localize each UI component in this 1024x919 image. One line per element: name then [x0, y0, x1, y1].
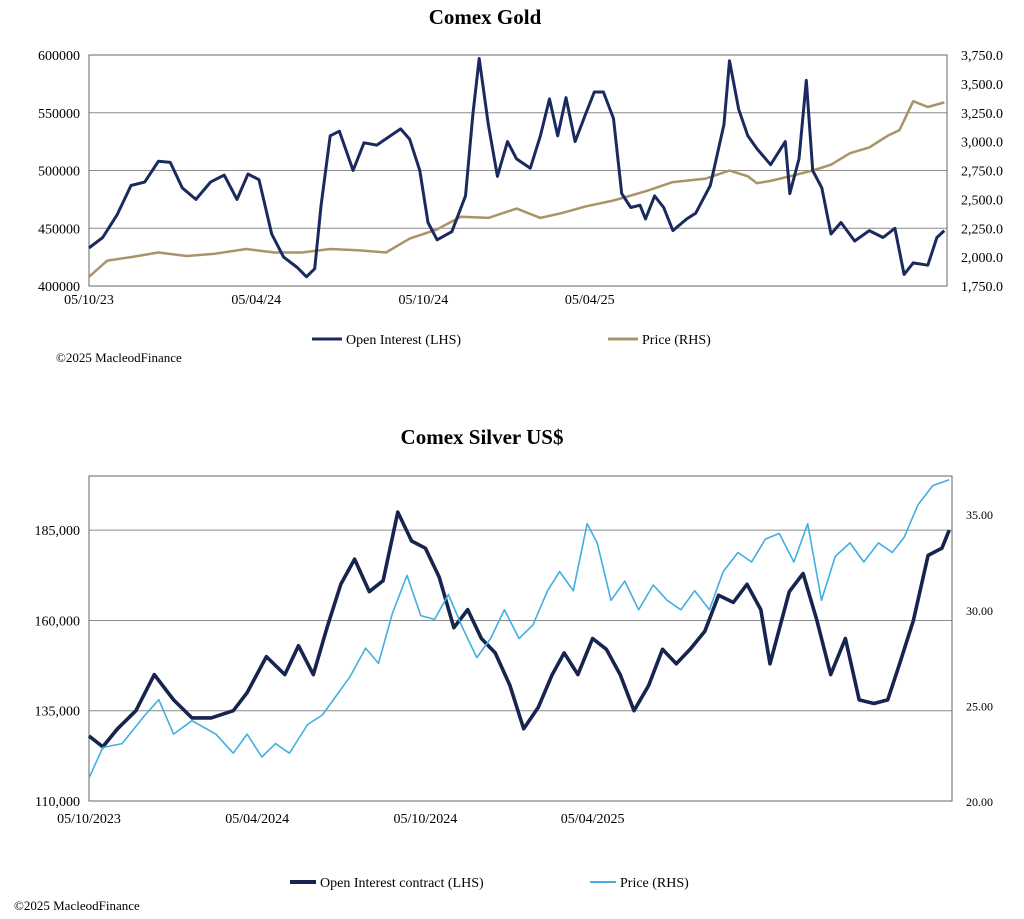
gold-x-tick-label: 05/10/23: [64, 293, 114, 308]
gold-left-tick-label: 450000: [38, 222, 80, 237]
gold-legend-label-open-interest: Open Interest (LHS): [346, 333, 461, 348]
gold-chart-title: Comex Gold: [429, 5, 542, 29]
gold-series-line-open-interest: [88, 57, 946, 279]
silver-left-axis-ticks: 110,000 135,000 160,000 185,000: [35, 524, 81, 810]
gold-right-tick-label: 2,500.0: [961, 193, 1003, 208]
silver-right-tick-label: 30.00: [966, 604, 993, 618]
gold-x-axis-ticks: 05/10/23 05/04/24 05/10/24 05/04/25: [64, 293, 615, 308]
silver-right-tick-label: 20.00: [966, 795, 993, 809]
gold-x-tick-label: 05/04/24: [231, 293, 281, 308]
silver-legend: Open Interest contract (LHS) Price (RHS): [290, 876, 689, 891]
gold-left-tick-label: 600000: [38, 49, 80, 64]
gold-right-tick-label: 2,750.0: [961, 165, 1003, 180]
gold-x-tick-label: 05/10/24: [399, 293, 449, 308]
silver-left-tick-label: 110,000: [35, 795, 80, 810]
gold-series-lines: [88, 57, 946, 279]
silver-x-tick-label: 05/04/2025: [561, 812, 625, 827]
silver-x-axis-ticks: 05/10/2023 05/04/2024 05/10/2024 05/04/2025: [57, 812, 624, 827]
gold-right-tick-label: 3,000.0: [961, 136, 1003, 151]
silver-x-tick-label: 05/10/2023: [57, 812, 121, 827]
gold-plot-frame: [88, 54, 948, 287]
gold-right-axis-ticks: 1,750.0 2,000.0 2,250.0 2,500.0 2,750.0 3,000…: [961, 49, 1003, 295]
gold-left-tick-label: 500000: [38, 165, 80, 180]
gold-left-tick-label: 550000: [38, 107, 80, 122]
silver-left-tick-label: 135,000: [35, 705, 81, 720]
silver-legend-label-price: Price (RHS): [620, 876, 689, 891]
gold-series-line-price: [88, 99, 945, 278]
gold-right-tick-label: 2,250.0: [961, 222, 1003, 237]
gold-copyright: ©2025 MacleodFinance: [56, 350, 182, 365]
silver-right-axis-ticks: 20.00 25.00 30.00 35.00: [966, 508, 993, 809]
gold-gridlines: [89, 54, 947, 287]
gold-left-tick-label: 400000: [38, 280, 80, 295]
silver-series-line-price: [88, 479, 950, 779]
gold-legend: Open Interest (LHS) Price (RHS): [312, 333, 711, 348]
silver-chart: Comex Silver US$ 110,000 135,000 160,000 18…: [14, 425, 993, 913]
silver-left-tick-label: 160,000: [35, 614, 81, 629]
gold-right-tick-label: 1,750.0: [961, 280, 1003, 295]
gold-right-tick-label: 3,500.0: [961, 78, 1003, 93]
gold-chart: Comex Gold 400000 450000 500000 550000 60000…: [38, 5, 1003, 365]
gold-x-tick-label: 05/04/25: [565, 293, 615, 308]
gold-legend-label-price: Price (RHS): [642, 333, 711, 348]
silver-right-tick-label: 35.00: [966, 508, 993, 522]
silver-x-tick-label: 05/04/2024: [225, 812, 289, 827]
silver-copyright: ©2025 MacleodFinance: [14, 898, 140, 913]
silver-series-line-open-interest: [87, 510, 951, 749]
silver-gridlines: [89, 529, 952, 802]
silver-series-lines: [87, 479, 951, 779]
gold-right-tick-label: 3,250.0: [961, 107, 1003, 122]
silver-chart-title: Comex Silver US$: [401, 425, 564, 449]
gold-right-tick-label: 3,750.0: [961, 49, 1003, 64]
silver-plot-frame: [88, 475, 953, 802]
gold-left-axis-ticks: 400000 450000 500000 550000 600000: [38, 49, 80, 295]
silver-x-tick-label: 05/10/2024: [393, 812, 457, 827]
silver-right-tick-label: 25.00: [966, 699, 993, 713]
gold-right-tick-label: 2,000.0: [961, 251, 1003, 266]
silver-legend-label-open-interest: Open Interest contract (LHS): [320, 876, 484, 891]
silver-left-tick-label: 185,000: [35, 524, 81, 539]
